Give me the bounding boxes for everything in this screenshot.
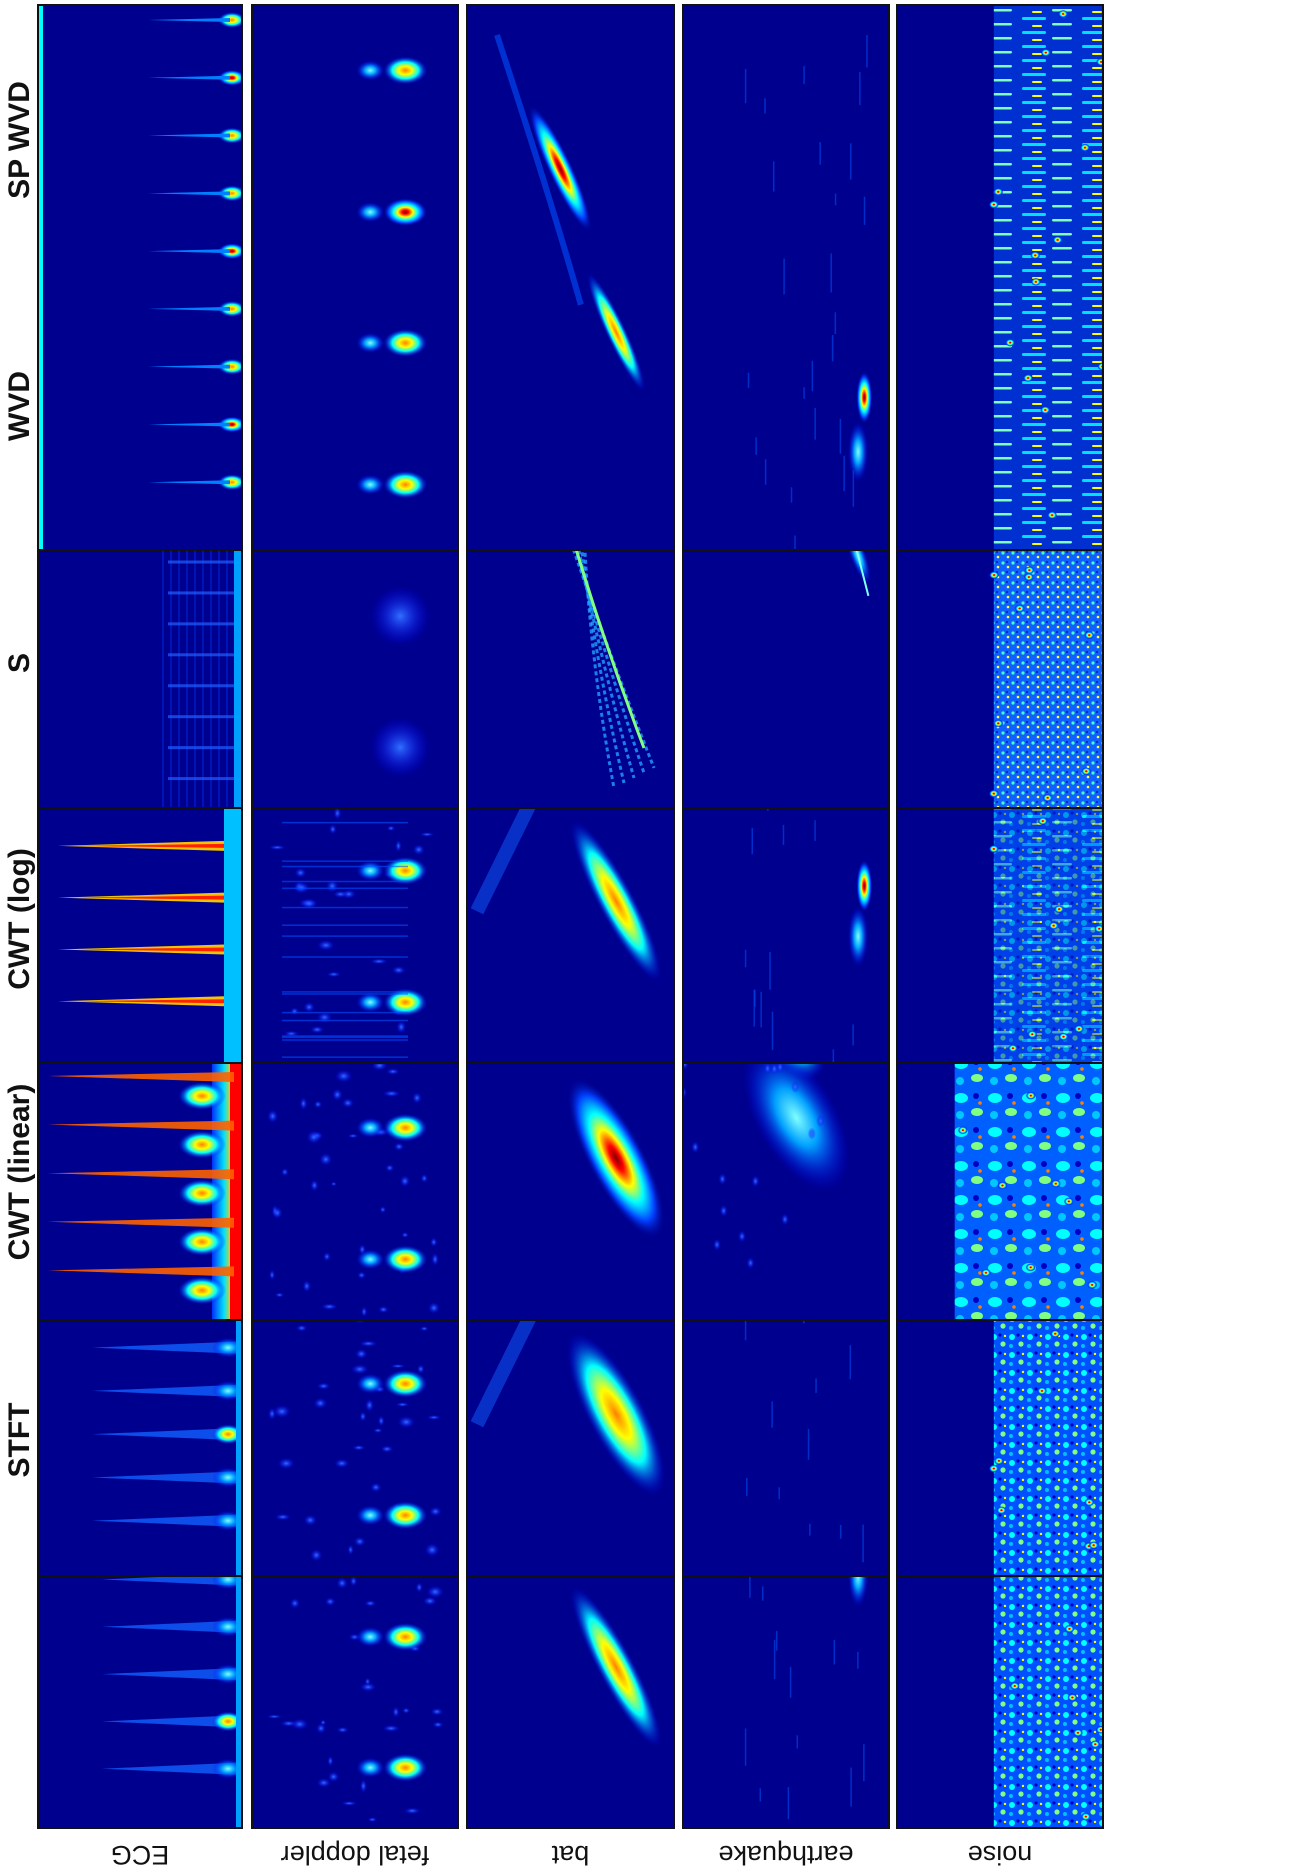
signal-label-noise: noise <box>968 1840 1033 1866</box>
signal-label-bat: bat <box>551 1840 589 1866</box>
method-label-wvd: WVD <box>3 371 36 441</box>
panel-sp-wvd-earthquake <box>682 4 890 551</box>
signal-label-ecg: ECG <box>111 1840 170 1866</box>
panel-sp-wvd-bat <box>466 4 675 551</box>
method-label-stft: STFT <box>3 1403 36 1478</box>
method-label-cwt-log: CWT (log) <box>3 848 36 990</box>
signal-label-earthquake: earthquake <box>718 1840 853 1866</box>
panel-sp-wvd-noise <box>896 4 1104 551</box>
panel-sp-wvd-fetal-doppler <box>251 4 459 551</box>
panel-sp-wvd-ecg <box>37 4 243 551</box>
method-label-s: S <box>3 653 36 673</box>
signal-label-fetal-doppler: fetal doppler <box>281 1840 430 1866</box>
method-label-sp-wvd: SP WVD <box>3 81 36 199</box>
method-label-cwt-linear: CWT (linear) <box>3 1084 36 1261</box>
